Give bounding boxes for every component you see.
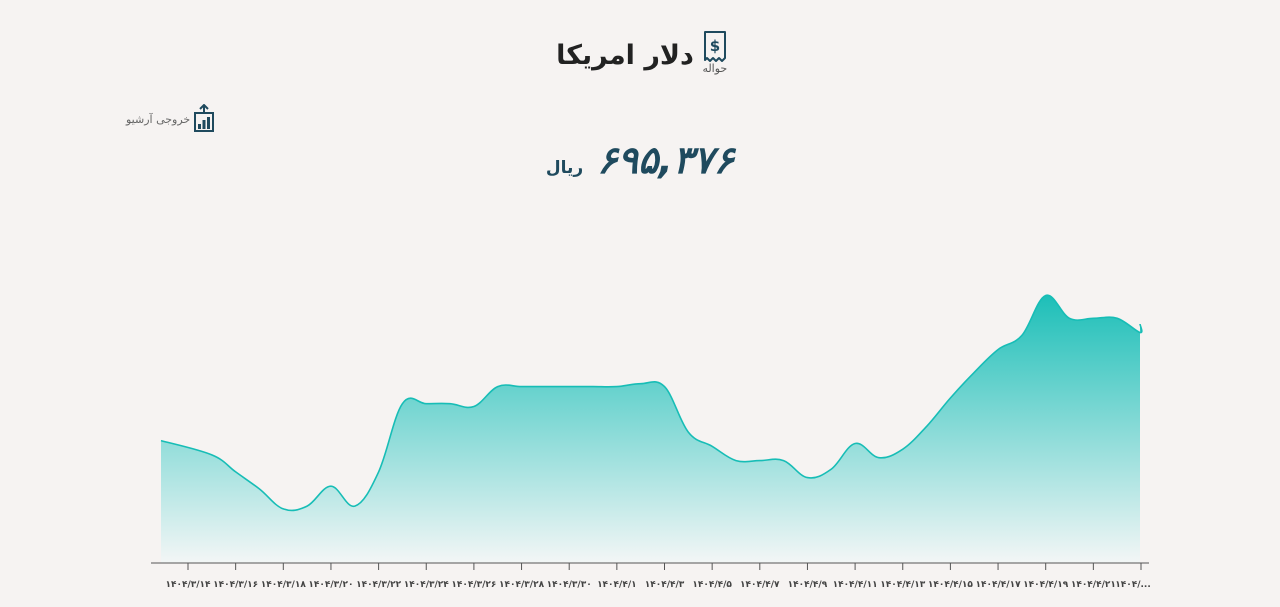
data-point[interactable]: [590, 384, 596, 390]
data-point[interactable]: [280, 506, 286, 512]
export-archive-button[interactable]: خروجی آرشیو: [126, 104, 216, 134]
x-tick-label: ۱۴۰۴/۳/۱۸: [261, 580, 307, 590]
export-archive-label: خروجی آرشیو: [126, 112, 191, 126]
price-display: ریال ۶۹۵,۳۷۶: [0, 138, 1280, 182]
data-point[interactable]: [638, 381, 644, 387]
data-point[interactable]: [447, 401, 453, 407]
data-point[interactable]: [781, 458, 787, 464]
x-tick-label: ۱۴۰۴/۳/۲۰: [308, 580, 353, 590]
data-point[interactable]: [304, 503, 310, 509]
data-point[interactable]: [1019, 332, 1025, 338]
x-tick-label: ۱۴۰۴/۳/۱۴: [165, 580, 211, 590]
x-tick-label: ۱۴۰۴/۴/۲۱: [1071, 580, 1116, 590]
data-point[interactable]: [399, 401, 405, 407]
x-tick-label: ۱۴۰۴/۴/۳: [645, 580, 685, 590]
x-tick-label: ۱۴۰۴/۳/۲۲: [356, 580, 402, 590]
chart-export-icon: [194, 104, 215, 132]
price-value: ۶۹۵,۳۷۶: [597, 138, 735, 182]
currency-subtitle: حواله: [702, 62, 728, 75]
x-tick-label: ۱۴۰۴/۴/۱۵: [928, 580, 974, 590]
x-tick-label: ۱۴۰۴/۳/۲۸: [499, 580, 545, 590]
data-point[interactable]: [423, 401, 429, 407]
x-tick-label: ۱۴۰۴/۴/۵: [692, 580, 732, 590]
data-point[interactable]: [471, 404, 477, 410]
data-point[interactable]: [209, 452, 215, 458]
page-header: $ حواله دلار امریکا: [0, 30, 1280, 82]
data-point[interactable]: [542, 384, 548, 390]
data-point[interactable]: [352, 503, 358, 509]
x-tick-label: ۱۴۰۴/۳/۲۴: [404, 580, 450, 590]
x-tick-label: ۱۴۰۴/۴/۱۳: [880, 580, 926, 590]
data-point[interactable]: [256, 486, 262, 492]
data-point[interactable]: [971, 369, 977, 375]
data-point[interactable]: [495, 384, 501, 390]
data-point[interactable]: [1090, 315, 1096, 321]
data-point[interactable]: [876, 455, 882, 461]
data-point[interactable]: [662, 384, 668, 390]
title-group: $ حواله دلار امریکا: [550, 30, 730, 82]
data-point[interactable]: [924, 423, 930, 429]
x-tick-label: ۱۴۰۴/۴/۱۱: [833, 580, 878, 590]
data-point[interactable]: [900, 446, 906, 452]
data-point[interactable]: [828, 466, 834, 472]
x-tick-label: ۱۴۰۴/۳/۱۶: [213, 580, 258, 590]
svg-text:$: $: [710, 37, 720, 55]
data-point[interactable]: [1043, 293, 1049, 299]
x-tick-label: ۱۴۰۴/۴/۱: [597, 580, 637, 590]
data-point[interactable]: [852, 440, 858, 446]
data-point[interactable]: [947, 395, 953, 401]
data-point[interactable]: [1067, 315, 1073, 321]
data-point[interactable]: [733, 458, 739, 464]
data-point[interactable]: [233, 469, 239, 475]
data-point[interactable]: [566, 384, 572, 390]
data-point[interactable]: [376, 469, 382, 475]
currency-badge: $ حواله: [700, 30, 730, 75]
x-tick-label: ۱۴۰۴/۳/۳۰: [547, 580, 592, 590]
page-title: دلار امریکا: [556, 40, 694, 71]
series-line: [160, 294, 1143, 512]
x-tick-label: ۱۴۰۴/۴/۹: [788, 580, 828, 590]
data-point[interactable]: [1137, 330, 1143, 336]
data-point[interactable]: [328, 483, 334, 489]
data-point[interactable]: [685, 429, 691, 435]
series-area: [161, 295, 1142, 563]
data-point[interactable]: [1114, 315, 1120, 321]
price-unit: ریال: [545, 158, 584, 178]
x-tick-label: ۱۴۰۴/۳/۲۶: [451, 580, 496, 590]
x-tick-label: ۱۴۰۴/...: [1115, 580, 1151, 590]
data-point[interactable]: [804, 475, 810, 481]
data-point[interactable]: [519, 384, 525, 390]
data-point[interactable]: [709, 443, 715, 449]
data-point[interactable]: [158, 438, 164, 444]
data-point[interactable]: [995, 347, 1001, 353]
x-tick-label: ۱۴۰۴/۴/۷: [740, 580, 780, 590]
x-tick-label: ۱۴۰۴/۴/۱۷: [976, 580, 1022, 590]
x-tick-label: ۱۴۰۴/۴/۱۹: [1023, 580, 1069, 590]
chart-layer: ۱۴۰۴/۳/۱۴ ۱۴۰۴/۳/۱۶ ۱۴۰۴/۳/۱۸ ۱۴۰۴/۳/۲۰ ۱۴۰۴…: [151, 293, 1151, 590]
data-point[interactable]: [614, 384, 620, 390]
data-point[interactable]: [1137, 321, 1143, 327]
dollar-receipt-icon: $: [703, 31, 726, 62]
data-point[interactable]: [757, 458, 763, 464]
